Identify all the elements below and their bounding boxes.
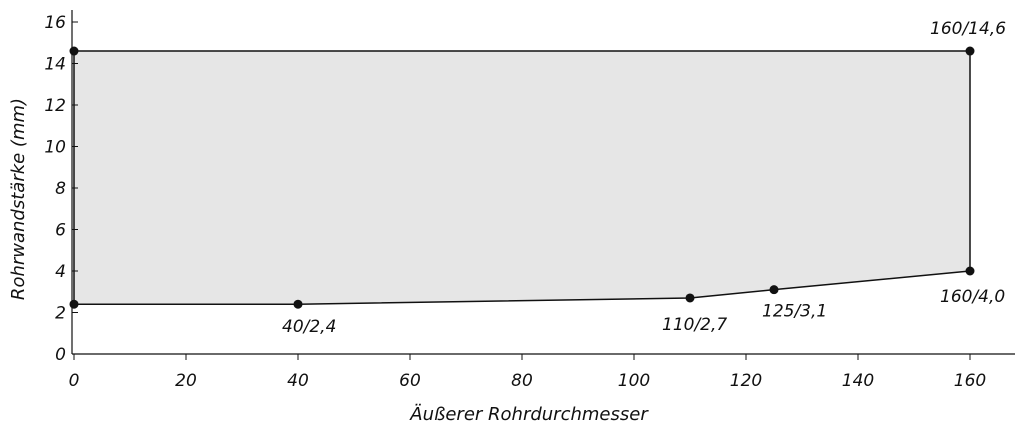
- x-tick-label: 80: [511, 371, 533, 391]
- data-point-label: 110/2,7: [662, 315, 727, 335]
- x-tick-label: 100: [618, 371, 650, 391]
- data-point-label: 125/3,1: [762, 302, 827, 322]
- x-tick-label: 160: [954, 371, 986, 391]
- y-tick-label: 14: [44, 55, 66, 75]
- x-tick-label: 20: [175, 371, 197, 391]
- y-tick-label: 12: [44, 96, 66, 116]
- y-tick-label: 8: [55, 179, 66, 199]
- data-point: [769, 285, 779, 295]
- y-tick-label: 0: [55, 345, 66, 365]
- plot-area: 160/14,6 160/4,0 125/3,1 110/2,7 40/2,4: [69, 19, 1006, 337]
- data-point: [293, 299, 303, 309]
- x-axis-title: Äußerer Rohrdurchmesser: [409, 404, 649, 425]
- data-point: [965, 46, 975, 56]
- area-region: [73, 50, 971, 305]
- y-axis-ticks: 0 2 4 6 8 10 12 14 16: [44, 13, 78, 365]
- data-point-label: 160/14,6: [930, 19, 1006, 39]
- data-point-label: 160/4,0: [940, 287, 1005, 307]
- data-point: [965, 266, 975, 276]
- x-tick-label: 40: [287, 371, 309, 391]
- x-tick-label: 0: [69, 371, 80, 391]
- x-tick-label: 140: [842, 371, 874, 391]
- y-tick-label: 16: [44, 13, 66, 33]
- y-tick-label: 2: [55, 304, 66, 324]
- x-tick-label: 120: [730, 371, 762, 391]
- data-point-label: 40/2,4: [282, 317, 336, 337]
- x-tick-label: 60: [399, 371, 421, 391]
- y-tick-label: 10: [44, 138, 66, 158]
- data-point: [685, 293, 695, 303]
- y-tick-label: 6: [55, 221, 66, 241]
- y-tick-label: 4: [55, 262, 66, 282]
- data-point: [69, 46, 79, 56]
- y-axis-title: Rohrwandstärke (mm): [8, 98, 29, 300]
- data-point: [69, 299, 79, 309]
- x-axis-ticks: 0 20 40 60 80 100 120 140 160: [69, 354, 986, 391]
